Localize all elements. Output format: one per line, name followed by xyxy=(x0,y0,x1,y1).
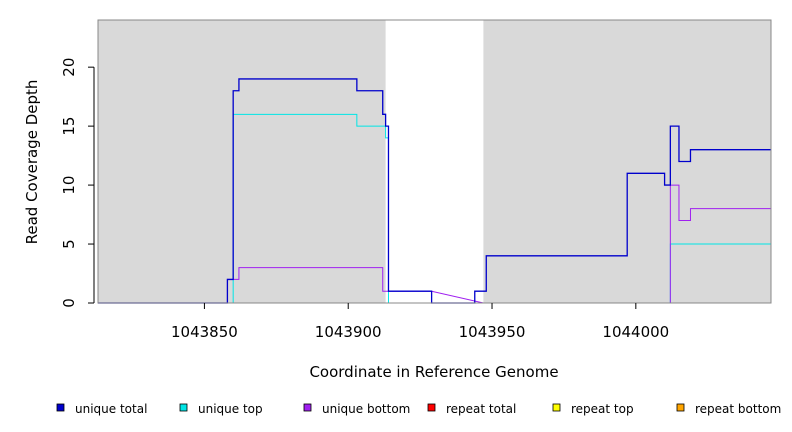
legend-label: unique bottom xyxy=(322,402,410,416)
x-tick-label: 1043900 xyxy=(315,323,382,341)
legend-item-unique-total: unique total xyxy=(56,402,147,416)
series-line-unique-total xyxy=(98,78,771,304)
x-axis: 1043850 1043900 1043950 1044000 xyxy=(171,303,669,341)
y-tick-label: 20 xyxy=(60,58,78,77)
legend-swatch xyxy=(179,403,188,412)
legend-swatch xyxy=(303,403,312,412)
legend-item-repeat-bottom: repeat bottom xyxy=(676,402,781,416)
legend-item-repeat-top: repeat top xyxy=(552,402,634,416)
legend: unique total unique top unique bottom repea… xyxy=(56,402,781,416)
shaded-region-2 xyxy=(483,20,771,303)
plot-frame xyxy=(97,19,772,304)
y-tick-label: 15 xyxy=(60,117,78,136)
x-tick-label: 1044000 xyxy=(602,323,669,341)
legend-swatch xyxy=(56,403,65,412)
legend-label: unique top xyxy=(198,402,263,416)
legend-label: repeat top xyxy=(571,402,634,416)
legend-label: repeat bottom xyxy=(695,402,781,416)
legend-label: repeat total xyxy=(446,402,516,416)
legend-swatch xyxy=(676,403,685,412)
x-axis-title: Coordinate in Reference Genome xyxy=(309,363,558,381)
y-tick-label: 10 xyxy=(60,176,78,195)
legend-item-repeat-total: repeat total xyxy=(427,402,516,416)
legend-label: unique total xyxy=(75,402,147,416)
y-tick-label: 5 xyxy=(60,239,78,249)
y-tick-label: 0 xyxy=(60,298,78,308)
x-tick-label: 1043950 xyxy=(459,323,526,341)
x-tick-label: 1043850 xyxy=(171,323,238,341)
legend-item-unique-bottom: unique bottom xyxy=(303,402,410,416)
shaded-region-1 xyxy=(98,20,386,303)
legend-item-unique-top: unique top xyxy=(179,402,263,416)
legend-swatch xyxy=(427,403,436,412)
y-axis-title: Read Coverage Depth xyxy=(23,80,41,245)
legend-swatch xyxy=(552,403,561,412)
y-axis: 0 5 10 15 20 xyxy=(60,58,95,308)
plot-background xyxy=(98,20,771,303)
